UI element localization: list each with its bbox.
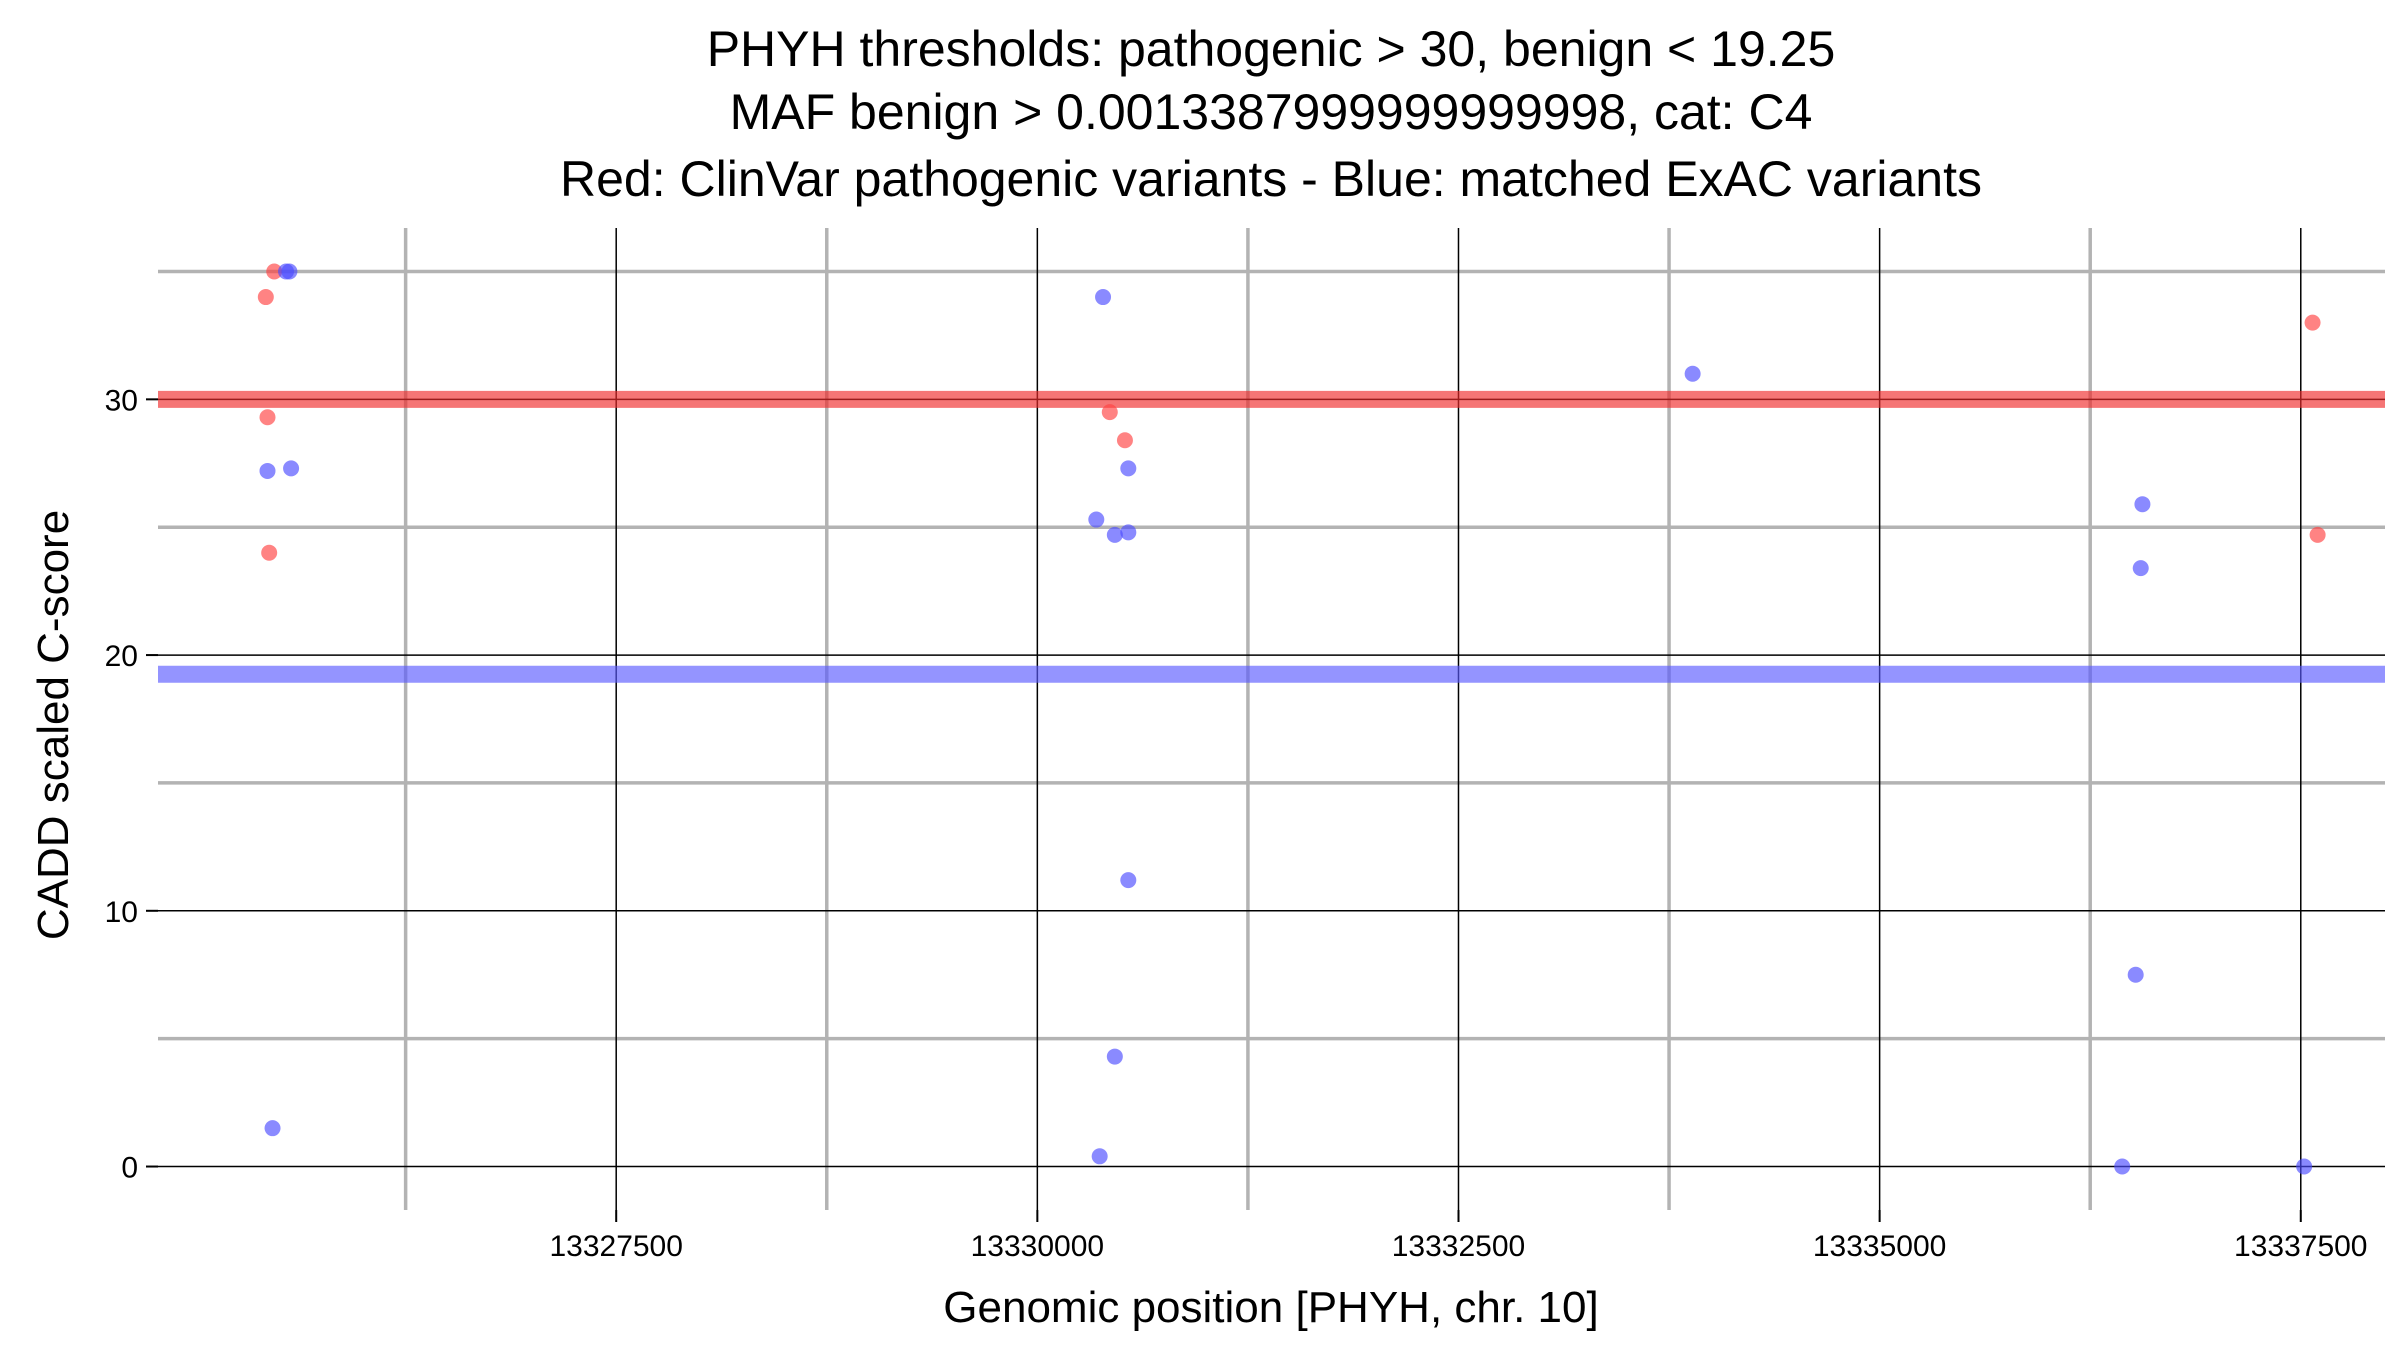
clinvar-point [1116, 432, 1133, 449]
y-tick-label: 10 [105, 896, 138, 929]
y-tick-label: 20 [105, 640, 138, 673]
exac-point [264, 1120, 281, 1137]
exac-point [2132, 560, 2149, 577]
chart-title-line-3: Red: ClinVar pathogenic variants - Blue:… [560, 151, 1982, 207]
y-tick-label: 0 [121, 1152, 138, 1185]
exac-point [1120, 872, 1137, 889]
clinvar-point [266, 263, 283, 280]
exac-point [283, 460, 300, 477]
exac-point [1120, 460, 1137, 477]
y-axis-title: CADD scaled C-score [29, 510, 78, 940]
y-axis-ticks: 0 10 20 30 [105, 384, 158, 1185]
exac-point [259, 462, 276, 479]
clinvar-point [2304, 314, 2321, 331]
exac-point [2134, 496, 2151, 513]
major-gridlines [158, 228, 2385, 1210]
x-tick-label: 13327500 [549, 1230, 682, 1263]
x-tick-label: 13332500 [1392, 1230, 1525, 1263]
clinvar-point [1101, 404, 1118, 421]
x-tick-label: 13337500 [2234, 1230, 2367, 1263]
clinvar-point [2309, 526, 2326, 543]
x-axis-title: Genomic position [PHYH, chr. 10] [943, 1283, 1598, 1332]
exac-point [1120, 524, 1137, 541]
threshold-lines [158, 390, 2385, 683]
y-tick-label: 30 [105, 384, 138, 417]
x-tick-label: 13330000 [971, 1230, 1104, 1263]
exac-point [1088, 511, 1105, 528]
exac-point [1106, 526, 1123, 543]
chart-title-line-1: PHYH thresholds: pathogenic > 30, benign… [707, 21, 1836, 77]
x-axis-ticks: 13327500 13330000 13332500 13335000 13337500 [549, 1210, 2368, 1263]
exac-point [2296, 1158, 2313, 1175]
exac-point [1095, 289, 1112, 306]
exac-point [1684, 365, 1701, 382]
clinvar-point [261, 544, 278, 561]
minor-gridlines [158, 228, 2385, 1210]
exac-point [1106, 1048, 1123, 1065]
x-tick-label: 13335000 [1813, 1230, 1946, 1263]
exac-point [278, 263, 295, 280]
exac-point [2127, 966, 2144, 983]
exac-point [1091, 1148, 1108, 1165]
clinvar-point [259, 409, 276, 426]
data-points [257, 263, 2326, 1175]
chart-title: PHYH thresholds: pathogenic > 30, benign… [560, 21, 1982, 207]
chart-title-line-2: MAF benign > 0.0013387999999999998, cat:… [730, 84, 1813, 140]
clinvar-point [257, 289, 274, 306]
exac-point [2114, 1158, 2131, 1175]
